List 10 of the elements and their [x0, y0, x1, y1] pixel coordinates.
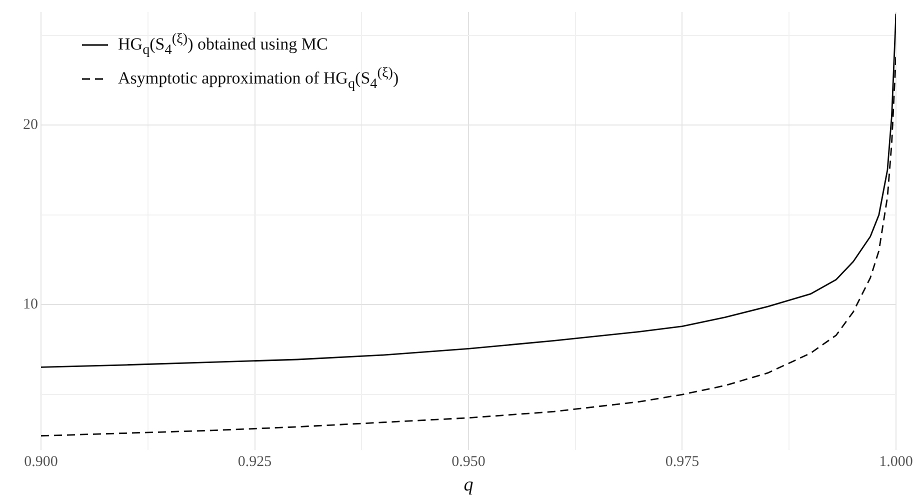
x-tick-label: 0.975 [665, 454, 700, 470]
y-tick-label: 10 [23, 296, 38, 313]
x-tick-label: 0.900 [24, 454, 58, 470]
x-tick-label: 0.950 [452, 454, 486, 470]
x-axis-title: q [464, 474, 474, 496]
y-tick-label: 20 [23, 117, 38, 134]
x-tick-label: 0.925 [238, 454, 272, 470]
legend-label: Asymptotic approximation of HG$_{q}$(S$_{4}$$^{(ξ)}$) [118, 64, 399, 94]
legend-label: HG$_{q}$(S$_{4}$$^{(ξ)}$) obtained using MC [118, 30, 328, 60]
x-tick-label: 1.000 [879, 454, 913, 470]
